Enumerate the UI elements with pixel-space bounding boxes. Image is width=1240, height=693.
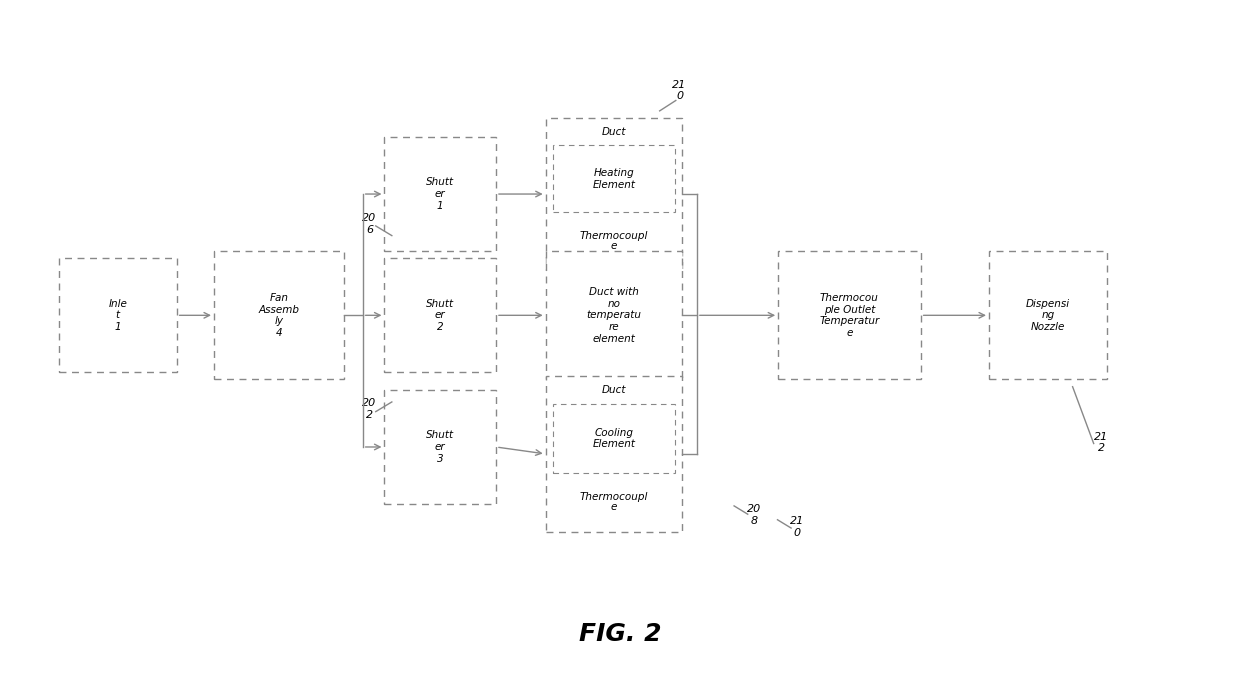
Bar: [546, 376, 682, 532]
Text: FIG. 2: FIG. 2: [579, 622, 661, 646]
Text: Thermocou
ple Outlet
Temperatur
e: Thermocou ple Outlet Temperatur e: [820, 293, 879, 337]
Text: Thermocoupl
e: Thermocoupl e: [579, 231, 649, 252]
Text: Duct: Duct: [601, 385, 626, 395]
Text: 0: 0: [676, 91, 683, 101]
Text: 20: 20: [746, 505, 761, 514]
Text: 2: 2: [1097, 444, 1105, 453]
Text: 21: 21: [790, 516, 805, 526]
Text: Shutt
er
1: Shutt er 1: [427, 177, 454, 211]
Text: Heating
Element: Heating Element: [593, 168, 635, 190]
Bar: [546, 252, 682, 380]
Bar: [990, 252, 1107, 380]
Bar: [384, 389, 496, 505]
Bar: [546, 118, 682, 270]
Text: 6: 6: [366, 225, 373, 235]
Bar: [779, 252, 920, 380]
Text: Duct with
no
temperatu
re
element: Duct with no temperatu re element: [587, 287, 641, 344]
Text: Duct: Duct: [601, 127, 626, 137]
Bar: [215, 252, 345, 380]
Bar: [60, 258, 177, 373]
Text: Thermocoupl
e: Thermocoupl e: [579, 492, 649, 512]
Text: 20: 20: [362, 398, 377, 408]
Text: 8: 8: [750, 516, 758, 526]
Bar: [384, 258, 496, 373]
Text: Inle
t
1: Inle t 1: [108, 299, 128, 332]
Text: 21: 21: [672, 80, 687, 89]
Bar: [553, 146, 675, 212]
Text: 20: 20: [362, 213, 377, 223]
Text: 0: 0: [794, 528, 801, 538]
Text: Fan
Assemb
ly
4: Fan Assemb ly 4: [258, 293, 300, 337]
Text: 21: 21: [1094, 432, 1109, 441]
Text: Cooling
Element: Cooling Element: [593, 428, 635, 449]
Bar: [553, 404, 675, 473]
Text: Dispensi
ng
Nozzle: Dispensi ng Nozzle: [1025, 299, 1070, 332]
Text: Shutt
er
2: Shutt er 2: [427, 299, 454, 332]
Text: Shutt
er
3: Shutt er 3: [427, 430, 454, 464]
Bar: [384, 137, 496, 252]
Text: 2: 2: [366, 410, 373, 420]
